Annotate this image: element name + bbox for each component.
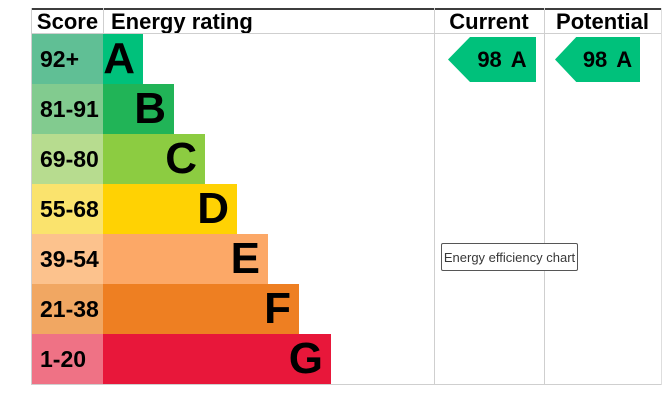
band-letter-a: A	[103, 34, 135, 83]
band-letter-b: B	[134, 84, 166, 133]
rating-row-g: 1-20 G	[32, 334, 662, 384]
score-column-divider	[103, 8, 104, 33]
band-letter-g: G	[288, 334, 323, 383]
score-cell-b: 81-91	[32, 84, 103, 134]
score-cell-d: 55-68	[32, 184, 103, 234]
current-column-divider	[434, 8, 435, 385]
band-letter-c: C	[165, 134, 197, 183]
current-rating-value: 98	[477, 46, 502, 72]
potential-rating-arrow: 98 A	[555, 37, 640, 82]
current-column-header: Current	[449, 9, 529, 34]
potential-rating-band: A	[616, 46, 633, 72]
rating-row-e: 39-54 E	[32, 234, 662, 284]
band-letter-d: D	[197, 184, 229, 233]
rating-bar-f: F	[103, 284, 299, 334]
band-letter-f: F	[264, 284, 291, 333]
tooltip-text: Energy efficiency chart	[443, 249, 576, 265]
rating-bar-b: B	[103, 84, 174, 134]
rating-bar-g: G	[103, 334, 331, 384]
rating-row-b: 81-91 B	[32, 84, 662, 134]
potential-column-divider	[544, 8, 545, 385]
score-cell-c: 69-80	[32, 134, 103, 184]
score-cell-g: 1-20	[32, 334, 103, 384]
table-bottom-border	[32, 384, 662, 385]
score-cell-f: 21-38	[32, 284, 103, 334]
rating-bar-e: E	[103, 234, 268, 284]
rating-row-c: 69-80 C	[32, 134, 662, 184]
table-top-border	[32, 8, 662, 10]
energy-rating-column-header: Energy rating	[111, 9, 253, 34]
band-letter-e: E	[230, 234, 260, 283]
rating-row-a: 92+ A	[32, 34, 662, 84]
potential-rating-value: 98	[582, 46, 608, 72]
rating-bar-a: A	[103, 34, 143, 84]
current-rating-band: A	[510, 46, 527, 72]
rating-row-f: 21-38 F	[32, 284, 662, 334]
score-cell-a: 92+	[32, 34, 103, 84]
header-divider	[32, 33, 662, 34]
tooltip: Energy efficiency chart	[441, 243, 578, 271]
score-cell-e: 39-54	[32, 234, 103, 284]
table-left-border	[31, 8, 32, 385]
rating-bar-d: D	[103, 184, 237, 234]
table-right-border	[661, 8, 662, 385]
potential-column-header: Potential	[556, 9, 649, 34]
rating-bar-c: C	[103, 134, 205, 184]
rating-rows: 92+ A 81-91 B 69-80 C 55-68 D 39-54 E 21-38 F 1-20 G	[32, 34, 662, 384]
score-column-header: Score	[36, 9, 99, 34]
rating-row-d: 55-68 D	[32, 184, 662, 234]
